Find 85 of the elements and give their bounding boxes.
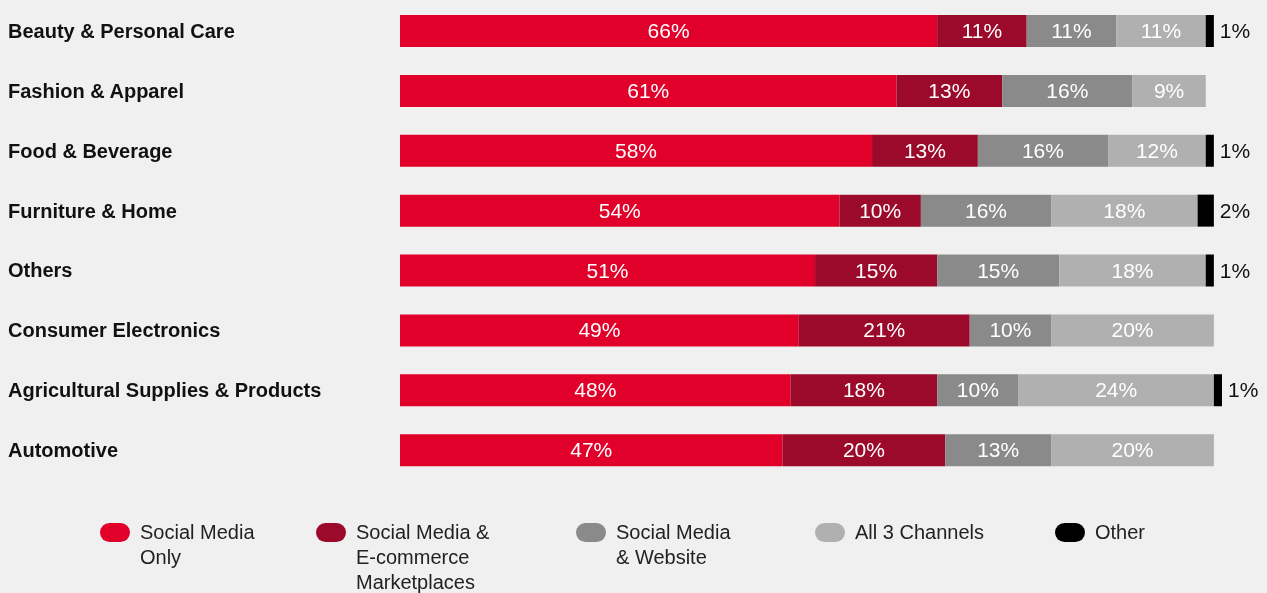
- bar: [1002, 74, 1133, 107]
- data-label: 13%: [928, 78, 971, 102]
- bar: [937, 15, 1027, 47]
- data-label: 58%: [615, 138, 658, 162]
- bar: [1018, 374, 1214, 407]
- data-label: 13%: [977, 438, 1020, 462]
- bar: [937, 374, 1019, 407]
- bar: [1205, 15, 1214, 47]
- data-label: 16%: [964, 198, 1007, 222]
- bar: [1116, 15, 1206, 47]
- data-label: 15%: [977, 258, 1020, 282]
- y-tick-label: Automotive: [8, 439, 118, 462]
- data-label: 18%: [1111, 258, 1154, 282]
- legend-label: Social Media & Website: [616, 520, 732, 570]
- bar: [400, 254, 816, 287]
- data-label: 49%: [578, 318, 621, 342]
- data-label: 16%: [1046, 78, 1089, 102]
- bar: [920, 194, 1052, 227]
- data-label: 10%: [989, 318, 1032, 342]
- y-tick-label: Agricultural Supplies & Products: [8, 379, 322, 402]
- data-label: 16%: [1021, 138, 1064, 162]
- data-label: 11%: [961, 19, 1003, 42]
- bar: [1213, 374, 1222, 407]
- bar: [937, 254, 1060, 287]
- bar: [400, 15, 938, 47]
- data-label: 21%: [863, 318, 906, 342]
- bar: [400, 74, 897, 107]
- legend-label: All 3 Channels: [855, 520, 985, 545]
- bar: [400, 314, 799, 347]
- data-label: 20%: [842, 438, 885, 462]
- data-label: 18%: [1103, 198, 1146, 222]
- data-label: 20%: [1111, 318, 1154, 342]
- y-tick-label: Beauty & Personal Care: [8, 19, 235, 42]
- bar: [1051, 314, 1214, 347]
- data-label: 13%: [903, 138, 946, 162]
- data-label: 61%: [627, 78, 670, 102]
- data-label: 51%: [586, 258, 629, 282]
- bar: [1051, 194, 1198, 227]
- bar: [1051, 434, 1214, 467]
- bar: [798, 314, 970, 347]
- data-label: 15%: [855, 258, 898, 282]
- data-label: 48%: [574, 378, 617, 402]
- bar: [1026, 15, 1117, 47]
- data-label: 47%: [570, 438, 613, 462]
- y-tick-label: Fashion & Apparel: [8, 79, 184, 102]
- data-label: 1%: [1219, 138, 1251, 162]
- bar: [782, 434, 946, 467]
- data-label: 9%: [1153, 78, 1185, 102]
- data-label: 10%: [859, 198, 902, 222]
- bar: [1205, 254, 1214, 287]
- data-label: 11%: [1140, 19, 1182, 42]
- y-tick-label: Others: [8, 259, 73, 282]
- bar: [1108, 134, 1206, 167]
- data-label: 2%: [1219, 198, 1251, 222]
- data-label: 1%: [1219, 258, 1251, 282]
- bar: [400, 194, 840, 227]
- y-tick-label: Furniture & Home: [8, 199, 177, 222]
- bar: [1132, 74, 1206, 107]
- bar: [977, 134, 1109, 167]
- bar: [1197, 194, 1214, 227]
- bar: [872, 134, 978, 167]
- data-label: 20%: [1111, 438, 1154, 462]
- legend-label: Other: [1095, 520, 1147, 545]
- y-tick-label: Consumer Electronics: [8, 319, 221, 342]
- y-tick-label: Food & Beverage: [8, 139, 173, 162]
- data-label: 18%: [842, 378, 885, 402]
- bar: [896, 74, 1003, 107]
- bar: [815, 254, 938, 287]
- bar: [1059, 254, 1206, 287]
- data-label: 1%: [1219, 19, 1251, 42]
- bar: [400, 134, 873, 167]
- data-label: 54%: [598, 198, 641, 222]
- bar: [400, 434, 783, 467]
- legend-label: Social Media Only: [140, 520, 256, 570]
- data-label: 11%: [1051, 19, 1092, 42]
- legend-label: Social Media & E-commerce Marketplaces: [356, 520, 491, 593]
- bar: [1205, 134, 1214, 167]
- data-label: 66%: [647, 19, 690, 42]
- bar: [790, 374, 938, 407]
- data-label: 12%: [1135, 138, 1178, 162]
- bar: [400, 374, 791, 407]
- bar: [945, 434, 1052, 467]
- data-label: 1%: [1228, 378, 1259, 402]
- data-label: 24%: [1095, 378, 1138, 402]
- data-label: 10%: [956, 378, 999, 402]
